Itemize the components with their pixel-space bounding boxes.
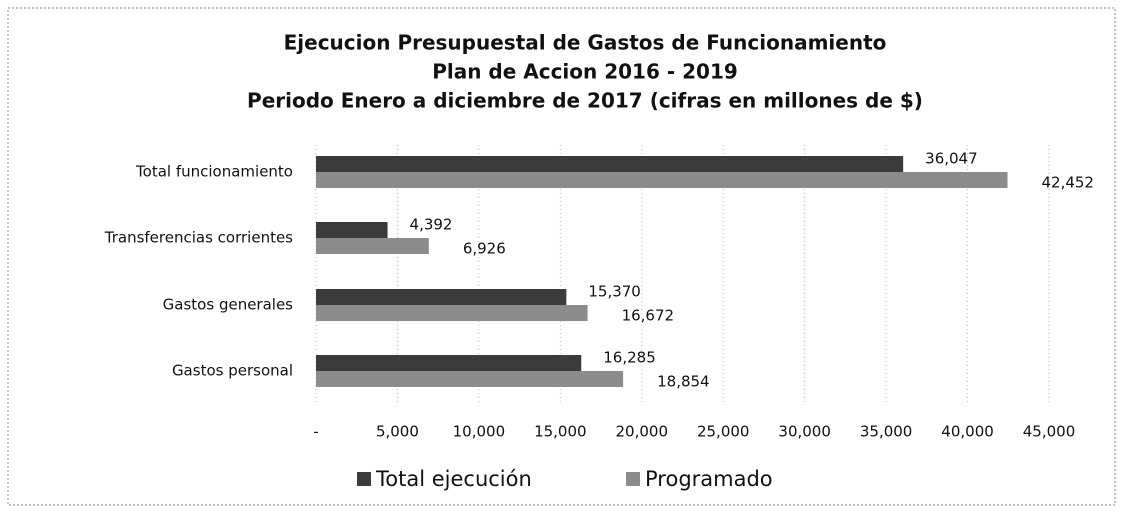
x-tick-label: 35,000 [860,423,913,441]
x-tick-label: - [313,423,318,441]
bar [316,156,904,172]
y-tick-label: Gastos generales [163,296,294,314]
x-tick-label: 40,000 [941,423,994,441]
legend-label: Total ejecución [375,467,532,491]
y-tick-label: Total funcionamiento [135,163,293,181]
value-label: 16,672 [622,307,675,325]
legend-label: Programado [645,467,773,491]
x-tick-label: 30,000 [778,423,831,441]
bar [316,172,1008,188]
chart-title: Periodo Enero a diciembre de 2017 (cifra… [247,89,923,113]
bar [316,371,624,387]
x-tick-label: 10,000 [453,423,506,441]
y-tick-label: Transferencias corrientes [104,229,293,247]
value-label: 6,926 [463,240,506,258]
chart-title: Ejecucion Presupuestal de Gastos de Func… [284,31,887,55]
x-tick-label: 45,000 [1023,423,1076,441]
y-tick-label: Gastos personal [172,362,293,380]
x-tick-label: 15,000 [534,423,587,441]
bar [316,289,567,305]
value-label: 42,452 [1041,174,1094,192]
value-label: 36,047 [925,150,978,168]
bar [316,305,588,321]
value-label: 16,285 [603,349,656,367]
x-tick-label: 20,000 [616,423,669,441]
bar [316,222,388,238]
x-tick-label: 5,000 [376,423,419,441]
value-label: 18,854 [657,373,710,391]
value-label: 15,370 [588,283,641,301]
bar [316,355,582,371]
legend-swatch [626,472,640,486]
x-tick-label: 25,000 [697,423,750,441]
value-label: 4,392 [410,216,453,234]
chart-border [7,7,1116,506]
chart-title: Plan de Accion 2016 - 2019 [432,60,738,84]
bar [316,238,429,254]
legend-swatch [357,472,371,486]
